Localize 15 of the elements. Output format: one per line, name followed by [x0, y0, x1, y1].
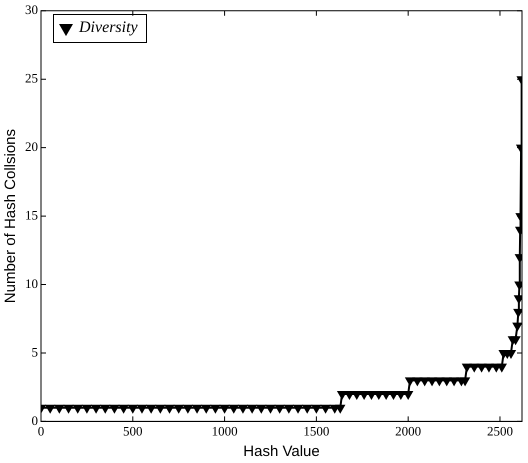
y-tick-label: 25 — [25, 70, 38, 86]
x-tick-label: 2000 — [395, 424, 422, 439]
x-tick-label: 2500 — [486, 424, 513, 439]
legend-label: Diversity — [78, 19, 139, 36]
y-tick-label: 30 — [25, 2, 38, 18]
x-axis-title: Hash Value — [243, 443, 320, 460]
y-axis-title: Number of Hash Collsions — [2, 128, 20, 304]
y-tick-label: 0 — [32, 412, 38, 428]
y-tick-label: 10 — [25, 276, 38, 291]
y-tick-label: 20 — [25, 139, 38, 154]
x-tick-label: 1500 — [303, 424, 330, 439]
x-tick-label: 1000 — [212, 424, 238, 439]
y-tick-label: 5 — [32, 344, 38, 360]
x-tick-label: 500 — [123, 424, 143, 439]
y-tick-label: 15 — [25, 208, 38, 223]
